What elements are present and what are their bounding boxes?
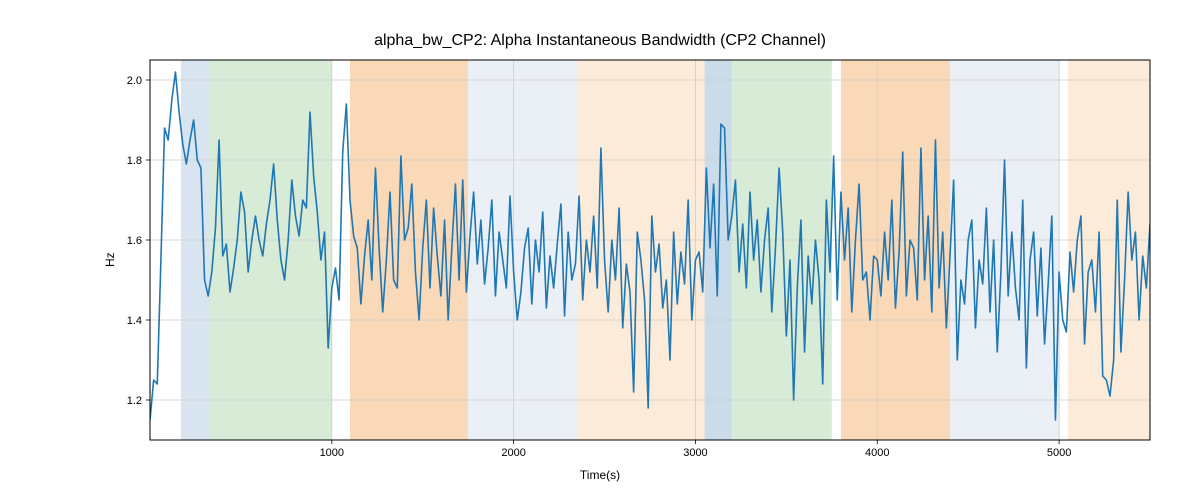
- y-tick-label: 1.2: [127, 395, 142, 407]
- x-tick-label: 5000: [1047, 447, 1071, 459]
- background-band: [350, 60, 468, 440]
- x-tick-label: 3000: [683, 447, 707, 459]
- chart-container: alpha_bw_CP2: Alpha Instantaneous Bandwi…: [0, 0, 1200, 500]
- x-tick-label: 2000: [501, 447, 525, 459]
- line-chart: 1000 2000 3000 4000 5000 1.2 1.4 1.6 1.8 2.0: [0, 0, 1200, 500]
- background-band: [468, 60, 577, 440]
- background-band: [1068, 60, 1150, 440]
- x-tick-label: 1000: [320, 447, 344, 459]
- background-band: [210, 60, 332, 440]
- y-tick-label: 1.4: [127, 315, 142, 327]
- y-tick-label: 1.6: [127, 235, 142, 247]
- x-tick-label: 4000: [865, 447, 889, 459]
- background-band: [181, 60, 210, 440]
- background-band: [950, 60, 1059, 440]
- y-tick-label: 2.0: [127, 75, 142, 87]
- y-tick-label: 1.8: [127, 155, 142, 167]
